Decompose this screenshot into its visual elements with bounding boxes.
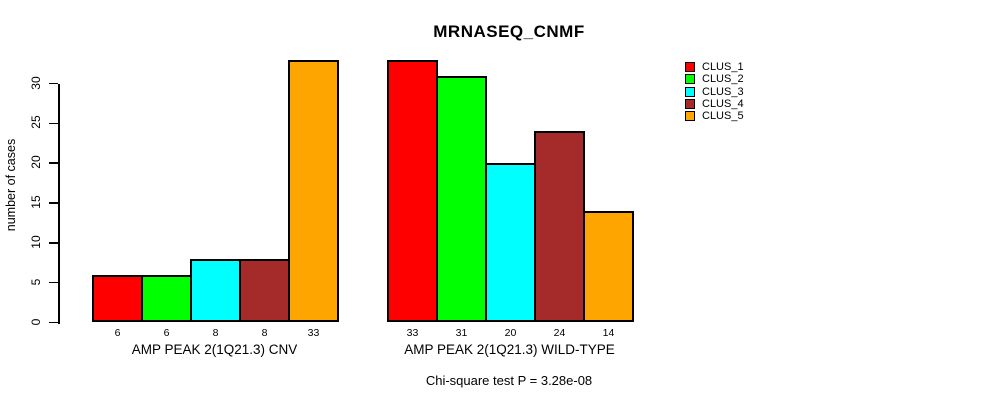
y-axis-tick-label: 15	[29, 195, 43, 209]
y-axis-tick	[49, 82, 58, 85]
legend-label: CLUS_2	[702, 73, 744, 86]
y-axis-tick	[49, 321, 58, 324]
bar-clus_2-group2	[436, 75, 487, 323]
legend-item-clus_1: CLUS_1	[685, 61, 744, 73]
legend-item-clus_4: CLUS_4	[685, 98, 744, 110]
legend-swatch-icon	[685, 86, 695, 97]
bar-clus_4-group1	[239, 258, 290, 323]
bar-value-label: 20	[504, 327, 517, 339]
y-axis-tick-label: 10	[29, 235, 43, 249]
legend-swatch-icon	[685, 74, 695, 85]
legend-label: CLUS_5	[702, 110, 744, 123]
legend-item-clus_2: CLUS_2	[685, 73, 744, 85]
y-axis-tick-label: 25	[29, 115, 43, 130]
y-axis-tick-label: 5	[29, 278, 43, 285]
bar-value-label: 8	[261, 327, 268, 339]
bar-value-label: 8	[212, 327, 219, 339]
bar-clus_1-group1	[92, 274, 143, 323]
legend-item-clus_5: CLUS_5	[685, 110, 744, 122]
y-axis-tick	[49, 162, 58, 164]
y-axis-line	[58, 83, 60, 324]
y-axis-tick	[49, 122, 58, 125]
bar-clus_2-group1	[141, 274, 192, 323]
bar-clus_4-group2	[534, 131, 585, 323]
y-axis-tick-label: 0	[29, 318, 43, 325]
y-axis-tick	[49, 202, 58, 204]
y-axis-tick	[49, 281, 58, 284]
y-axis-tick	[49, 242, 58, 244]
bar-value-label: 33	[406, 327, 419, 339]
legend-label: CLUS_3	[702, 85, 744, 98]
legend-swatch-icon	[685, 111, 695, 122]
legend-swatch-icon	[685, 99, 695, 110]
bar-value-label: 33	[307, 327, 320, 339]
y-axis-label: number of cases	[4, 138, 18, 232]
bar-value-label: 6	[163, 327, 170, 339]
bar-clus_1-group2	[387, 59, 438, 323]
bar-clus_5-group2	[583, 210, 634, 323]
group-label-1: AMP PEAK 2(1Q21.3) CNV	[131, 342, 298, 357]
y-axis-tick-label: 30	[29, 75, 43, 90]
legend-swatch-icon	[685, 62, 695, 73]
legend-label: CLUS_1	[702, 61, 744, 74]
bar-clus_3-group1	[190, 258, 241, 323]
bar-value-label: 31	[455, 327, 468, 339]
group-label-2: AMP PEAK 2(1Q21.3) WILD-TYPE	[404, 342, 615, 357]
legend-item-clus_3: CLUS_3	[685, 86, 744, 98]
bar-value-label: 6	[114, 327, 121, 339]
bar-clus_5-group1	[288, 59, 339, 323]
bar-clus_3-group2	[485, 163, 536, 323]
bar-value-label: 14	[602, 327, 615, 339]
chart-title: MRNASEQ_CNMF	[433, 22, 585, 41]
chi-square-annotation: Chi-square test P = 3.28e-08	[425, 373, 593, 388]
legend: CLUS_1 CLUS_2 CLUS_3 CLUS_4 CLUS_5	[685, 61, 744, 122]
bar-value-label: 24	[553, 327, 566, 339]
legend-label: CLUS_4	[702, 98, 744, 111]
y-axis-tick-label: 20	[29, 155, 43, 169]
